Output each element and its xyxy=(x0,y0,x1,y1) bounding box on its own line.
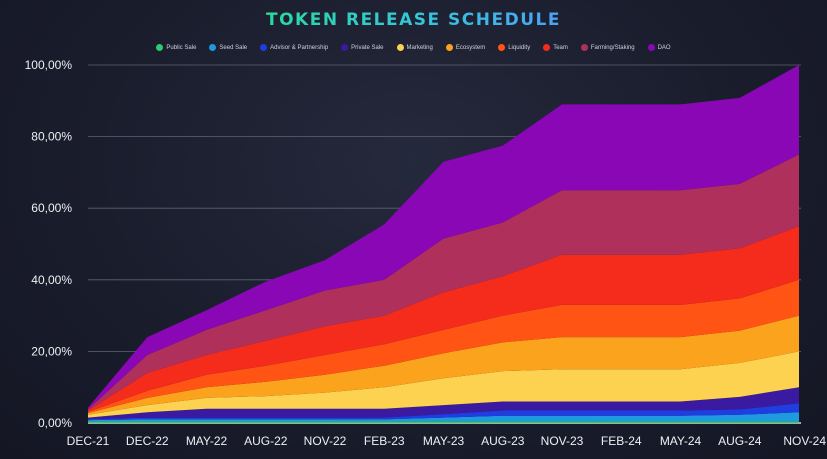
area-liquidity xyxy=(88,279,799,413)
x-tick-label: DEC-22 xyxy=(126,434,169,448)
x-tick-label: DEC-21 xyxy=(67,434,110,448)
y-tick-label: 0,00% xyxy=(38,416,72,430)
legend-item-dao[interactable]: DAO xyxy=(647,44,671,51)
area-private-sale xyxy=(88,387,799,420)
legend-label: Liquidity xyxy=(508,44,531,51)
legend-item-public-sale[interactable]: Public Sale xyxy=(156,44,196,51)
legend-label: Farming/Staking xyxy=(590,44,635,51)
x-tick-label: MAY-22 xyxy=(186,434,228,448)
x-tick-label: FEB-23 xyxy=(364,434,405,448)
legend-label: Private Sale xyxy=(351,44,384,51)
axes: 0,00% 20,00% 40,00% 60,00% 80,00% 100,00% DEC-… xyxy=(25,58,827,448)
legend-swatch xyxy=(260,44,268,51)
legend-label: Public Sale xyxy=(166,44,197,51)
x-tick-label: MAY-23 xyxy=(423,434,465,448)
legend-item-liquidity[interactable]: Liquidity xyxy=(498,44,530,51)
legend-item-team[interactable]: Team xyxy=(543,44,568,51)
area-public-sale xyxy=(88,421,799,423)
legend-item-private-sale[interactable]: Private Sale xyxy=(341,44,384,51)
legend-label: Ecosystem xyxy=(455,44,486,51)
x-tick-label: AUG-23 xyxy=(481,434,525,448)
y-tick-label: 20,00% xyxy=(31,344,72,358)
legend-swatch xyxy=(580,44,588,51)
legend-label: Marketing xyxy=(406,44,433,51)
legend-label: Team xyxy=(553,44,568,51)
legend-swatch xyxy=(396,44,404,51)
legend-item-marketing[interactable]: Marketing xyxy=(396,44,433,51)
x-tick-label: FEB-24 xyxy=(601,434,642,448)
x-tick-label: NOV-24 xyxy=(783,434,826,448)
legend-label: Seed Sale xyxy=(219,44,248,51)
y-tick-label: 40,00% xyxy=(31,273,72,287)
area-ecosystem xyxy=(88,315,799,415)
legend-item-farming-staking[interactable]: Farming/Staking xyxy=(580,44,635,51)
legend-label: Advisor & Partnership xyxy=(270,44,329,51)
x-tick-label: AUG-22 xyxy=(244,434,288,448)
legend-label: DAO xyxy=(657,44,671,51)
x-tick-label: MAY-24 xyxy=(660,434,702,448)
area-dao xyxy=(88,65,799,410)
legend-item-advisor-partnership[interactable]: Advisor & Partnership xyxy=(260,44,328,51)
legend-item-seed-sale[interactable]: Seed Sale xyxy=(209,44,247,51)
x-tick-label: AUG-24 xyxy=(718,434,762,448)
legend-swatch xyxy=(498,44,506,51)
area-seed-sale xyxy=(88,412,799,422)
area-team xyxy=(88,226,799,412)
legend-swatch xyxy=(445,44,453,51)
legend-swatch xyxy=(341,44,349,51)
x-tick-label: NOV-23 xyxy=(541,434,584,448)
chart-title: TOKEN RELEASE SCHEDULE xyxy=(266,10,561,30)
chart-legend: Public Sale Seed Sale Advisor & Partnershi… xyxy=(0,44,827,51)
legend-swatch xyxy=(647,44,655,51)
area-farming-staking xyxy=(88,154,799,411)
x-tick-label: NOV-22 xyxy=(304,434,347,448)
y-tick-label: 60,00% xyxy=(31,201,72,215)
legend-swatch xyxy=(156,44,164,51)
area-advisor-partnership xyxy=(88,403,799,421)
area-series xyxy=(88,65,799,423)
legend-swatch xyxy=(209,44,217,51)
area-marketing xyxy=(88,351,799,418)
y-tick-label: 80,00% xyxy=(31,130,72,144)
y-tick-label: 100,00% xyxy=(25,58,73,72)
legend-item-ecosystem[interactable]: Ecosystem xyxy=(445,44,486,51)
legend-swatch xyxy=(543,44,551,51)
